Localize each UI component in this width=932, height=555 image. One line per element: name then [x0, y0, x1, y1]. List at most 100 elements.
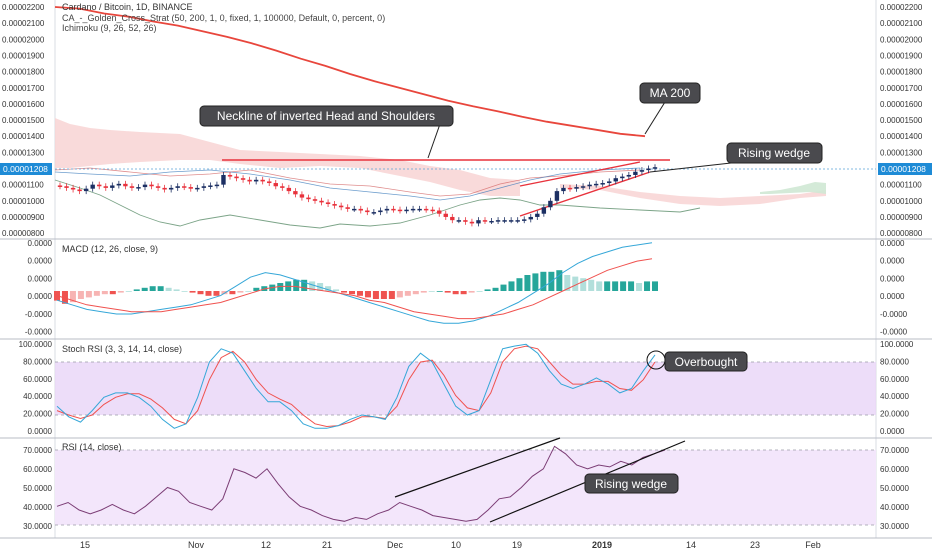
price-tick-right: 0.00001000 [880, 197, 923, 206]
rsi-wedge-callout-text: Rising wedge [595, 477, 667, 491]
macd-histogram-bar [149, 286, 156, 291]
candle-body [64, 186, 69, 188]
ma200-line[interactable] [54, 6, 646, 138]
price-axis-right[interactable]: 0.00002200 0.00002100 0.00002000 0.00001900… [880, 3, 923, 238]
candle-body [195, 187, 200, 190]
candle-body [469, 221, 475, 224]
macd-histogram-bar [325, 286, 332, 291]
candle-body [548, 200, 553, 208]
candle-body [515, 220, 520, 222]
rsi-axis-right-tick: 30.0000 [880, 522, 909, 531]
macd-histogram-bar [69, 291, 76, 303]
macd-histogram-bar [189, 291, 196, 293]
rising-wedge-upper[interactable] [519, 161, 641, 187]
macd-title[interactable]: MACD (12, 26, close, 9) [62, 244, 158, 254]
candle-body [646, 168, 651, 171]
time-axis-label: Dec [387, 540, 404, 550]
candle-body [214, 184, 220, 187]
time-axis[interactable]: 15 Nov 12 21 Dec 10 19 2019 14 23 Feb [80, 540, 821, 550]
macd-histogram-bar [101, 291, 108, 295]
strategy-legend[interactable]: CA_-_Golden_Cross_Strat (50, 200, 1, 0, … [62, 13, 385, 23]
ma200-callout[interactable] [639, 82, 701, 104]
candle-body [561, 187, 566, 192]
candle-body [450, 216, 455, 221]
candle-body [267, 181, 272, 184]
candle-body [541, 207, 547, 214]
rsi-pane[interactable]: Rising wedge [55, 437, 876, 526]
ichimoku-cloud-future-bullish [760, 182, 826, 194]
macd-histogram-bar [428, 291, 435, 292]
candle-body [495, 220, 501, 222]
candle-body [352, 208, 357, 211]
ichimoku-legend[interactable]: Ichimoku (9, 26, 52, 26) [62, 23, 157, 33]
candle-body [293, 191, 298, 195]
macd-histogram-bar [444, 291, 451, 293]
macd-histogram-bar [141, 287, 148, 291]
price-pane[interactable]: Neckline of inverted Head and Shoulders … [54, 6, 876, 229]
stoch-axis-left-tick: 100.0000 [19, 340, 53, 349]
macd-histogram-bar [420, 291, 427, 293]
candle-body [70, 187, 76, 190]
time-axis-label: 19 [512, 540, 522, 550]
macd-histogram-bar [460, 291, 467, 295]
macd-signal-line [56, 258, 653, 320]
macd-histogram-bar [412, 291, 419, 295]
macd-histogram-bar [221, 291, 228, 295]
macd-pane[interactable] [54, 242, 658, 324]
ma200-callout-text: MA 200 [650, 86, 691, 100]
rising-wedge-callout[interactable] [726, 142, 823, 164]
price-tick-right: 0.00001600 [880, 100, 923, 109]
price-axis-left[interactable]: 0.00002200 0.00002100 0.00002000 0.00001900… [2, 3, 45, 238]
price-tick-right: 0.00000800 [880, 229, 923, 238]
candle-body [652, 167, 658, 169]
macd-axis-left-tick: 0.0000 [28, 257, 53, 266]
rsi-wedge-upper[interactable] [394, 437, 561, 498]
candle-body [116, 183, 122, 186]
macd-histogram-bar [620, 281, 627, 291]
stoch-d-line [56, 345, 656, 428]
candle-body [580, 186, 586, 188]
overbought-callout-text: Overbought [675, 355, 738, 369]
candle-body [384, 208, 390, 211]
macd-histogram-bar [117, 291, 124, 293]
current-price-badge-right [878, 163, 932, 175]
macd-histogram-bar [468, 291, 475, 293]
candle-body [338, 205, 344, 208]
overbought-callout[interactable] [664, 351, 748, 372]
macd-histogram-bar [492, 287, 499, 291]
macd-histogram-bar [508, 281, 515, 291]
macd-axis-left-tick: 0.0000 [28, 239, 53, 248]
price-tick-left: 0.00000900 [2, 213, 45, 222]
candle-body [221, 174, 226, 185]
chart-title[interactable]: Cardano / Bitcoin, 1D, BINANCE [62, 2, 193, 12]
candles-group [57, 164, 658, 227]
rsi-title[interactable]: RSI (14, close) [62, 442, 122, 452]
price-tick-left: 0.00002100 [2, 19, 45, 28]
rsi-wedge-callout[interactable] [584, 473, 679, 494]
candle-body [600, 183, 605, 185]
candle-body [325, 202, 331, 205]
ichimoku-cloud-bearish [55, 118, 520, 196]
macd-histogram-bar [404, 291, 411, 296]
macd-histogram-bar [644, 281, 651, 291]
price-tick-left: 0.00001300 [2, 148, 45, 157]
candle-body [162, 187, 167, 190]
candle-body [57, 185, 63, 187]
candle-body [567, 187, 573, 190]
candle-body [253, 179, 259, 182]
candle-body [90, 184, 95, 189]
stoch-rsi-pane[interactable]: Overbought [55, 343, 876, 429]
macd-histogram-bar [253, 287, 260, 291]
neckline-callout[interactable] [199, 105, 454, 127]
macd-histogram-bar [77, 291, 84, 299]
macd-histogram-bar [181, 291, 188, 292]
stoch-rsi-title[interactable]: Stoch RSI (3, 3, 14, 14, close) [62, 344, 182, 354]
macd-histogram-bar [93, 291, 100, 296]
macd-histogram-bar [197, 291, 204, 295]
macd-histogram-bar [556, 270, 563, 291]
candle-body [633, 171, 638, 175]
macd-histogram-bar [237, 291, 244, 293]
time-axis-label: 12 [261, 540, 271, 550]
macd-histogram-bar [349, 291, 356, 295]
